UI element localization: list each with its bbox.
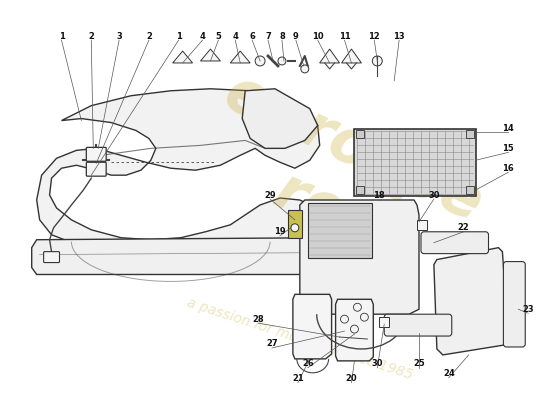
Circle shape bbox=[301, 65, 309, 73]
Bar bbox=[417, 220, 427, 230]
Circle shape bbox=[255, 56, 265, 66]
Text: eurospe
res: eurospe res bbox=[186, 64, 493, 297]
FancyBboxPatch shape bbox=[421, 232, 488, 254]
Text: 11: 11 bbox=[339, 32, 350, 41]
Polygon shape bbox=[242, 89, 318, 148]
Text: 26: 26 bbox=[302, 359, 314, 368]
Text: 12: 12 bbox=[368, 32, 380, 41]
Text: 3: 3 bbox=[116, 32, 122, 41]
Text: 21: 21 bbox=[292, 374, 304, 383]
Polygon shape bbox=[173, 51, 192, 63]
Polygon shape bbox=[37, 89, 324, 242]
Circle shape bbox=[350, 325, 359, 333]
FancyBboxPatch shape bbox=[86, 147, 106, 161]
Text: 6: 6 bbox=[249, 32, 255, 41]
Circle shape bbox=[340, 315, 349, 323]
Text: 24: 24 bbox=[443, 369, 455, 378]
Text: 8: 8 bbox=[279, 32, 285, 41]
Text: 29: 29 bbox=[264, 190, 276, 200]
Bar bbox=[288, 210, 302, 238]
Polygon shape bbox=[32, 238, 320, 274]
Text: 5: 5 bbox=[216, 32, 221, 41]
Polygon shape bbox=[300, 200, 419, 314]
Circle shape bbox=[354, 303, 361, 311]
FancyBboxPatch shape bbox=[86, 162, 106, 176]
Polygon shape bbox=[336, 299, 373, 361]
Bar bbox=[466, 186, 474, 194]
Text: 25: 25 bbox=[413, 359, 425, 368]
Text: 10: 10 bbox=[312, 32, 323, 41]
FancyBboxPatch shape bbox=[43, 252, 59, 262]
Text: 2: 2 bbox=[89, 32, 94, 41]
Text: 20: 20 bbox=[345, 374, 358, 383]
Polygon shape bbox=[201, 49, 221, 61]
Bar bbox=[356, 186, 364, 194]
Text: 4: 4 bbox=[200, 32, 206, 41]
Bar bbox=[466, 130, 474, 138]
Text: 2: 2 bbox=[146, 32, 152, 41]
Polygon shape bbox=[434, 248, 508, 355]
Circle shape bbox=[360, 313, 368, 321]
Text: 22: 22 bbox=[458, 223, 470, 232]
Text: 23: 23 bbox=[522, 305, 534, 314]
Text: 4: 4 bbox=[232, 32, 238, 41]
Bar bbox=[308, 203, 372, 258]
Text: 18: 18 bbox=[373, 190, 385, 200]
FancyBboxPatch shape bbox=[384, 314, 452, 336]
Text: 1: 1 bbox=[58, 32, 64, 41]
Bar bbox=[379, 317, 389, 327]
Text: 28: 28 bbox=[252, 315, 264, 324]
Text: a passion for motoring since 1985: a passion for motoring since 1985 bbox=[185, 296, 415, 382]
Circle shape bbox=[372, 56, 382, 66]
Text: 16: 16 bbox=[503, 164, 514, 173]
Polygon shape bbox=[320, 49, 339, 63]
Text: 30: 30 bbox=[428, 190, 439, 200]
Text: 9: 9 bbox=[293, 32, 299, 41]
Text: 15: 15 bbox=[503, 144, 514, 153]
Text: 1: 1 bbox=[176, 32, 182, 41]
Circle shape bbox=[278, 57, 286, 65]
Text: 7: 7 bbox=[265, 32, 271, 41]
Text: 13: 13 bbox=[393, 32, 405, 41]
Bar bbox=[354, 128, 476, 196]
Polygon shape bbox=[342, 49, 361, 63]
FancyBboxPatch shape bbox=[503, 262, 525, 347]
Circle shape bbox=[291, 224, 299, 232]
Polygon shape bbox=[293, 294, 332, 359]
Polygon shape bbox=[230, 51, 250, 63]
Text: 30: 30 bbox=[372, 359, 383, 368]
Bar bbox=[356, 130, 364, 138]
Text: 27: 27 bbox=[266, 340, 278, 348]
Text: 19: 19 bbox=[274, 227, 286, 236]
Text: 14: 14 bbox=[503, 124, 514, 133]
